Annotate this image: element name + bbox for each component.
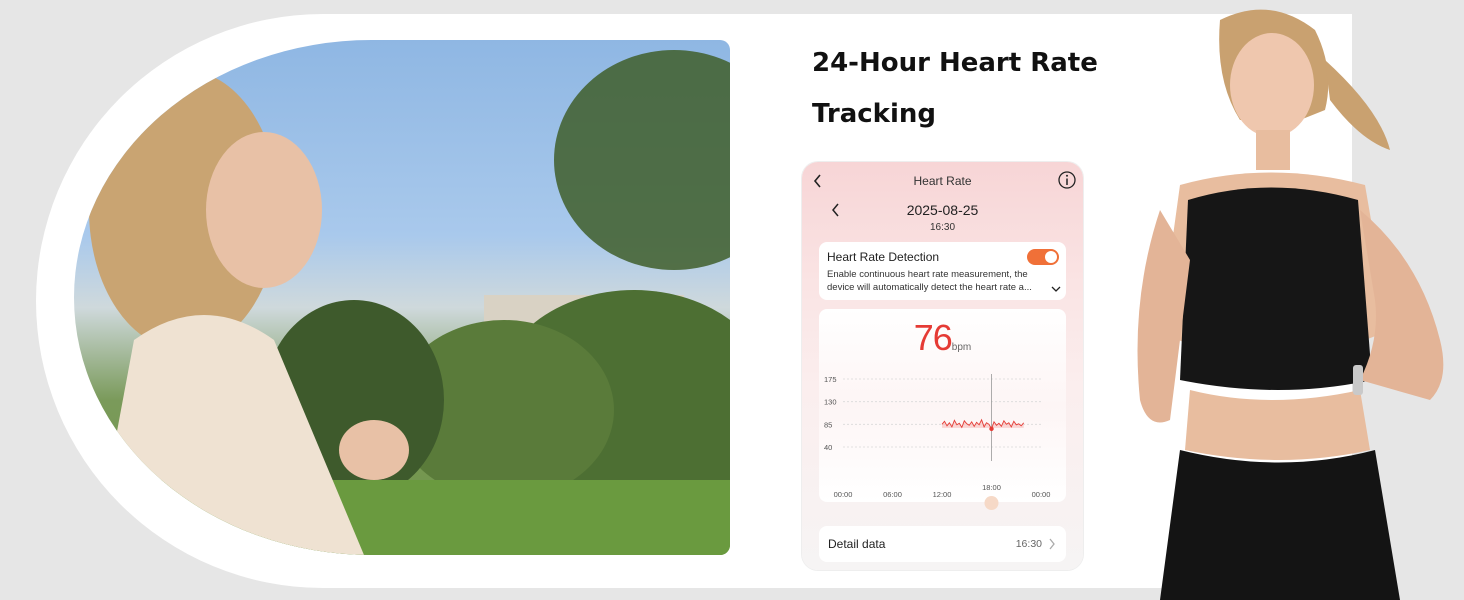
detection-description: Enable continuous heart rate measurement… <box>827 269 1032 293</box>
back-icon[interactable] <box>812 173 824 189</box>
park-scene-illustration <box>74 50 730 555</box>
detail-label: Detail data <box>828 537 886 551</box>
detection-title: Heart Rate Detection <box>827 250 940 264</box>
y-tick-label: 40 <box>824 443 832 452</box>
y-tick-label: 85 <box>824 420 832 429</box>
info-icon[interactable] <box>1058 170 1076 190</box>
x-tick-label: 06:00 <box>883 490 902 499</box>
bpm-value: 76 <box>913 317 953 358</box>
chevron-right-icon <box>1049 538 1055 550</box>
x-tick-label: 12:00 <box>933 490 952 499</box>
running-woman-photo <box>1137 9 1444 600</box>
heart-rate-chart[interactable]: 175 130 85 40 00:00 06:00 12:00 00:00 18:00 <box>819 309 1066 514</box>
bpm-unit: bpm <box>951 342 972 353</box>
cursor-handle <box>984 496 999 510</box>
x-tick-label: 00:00 <box>834 490 853 499</box>
app-title: Heart Rate <box>913 174 972 188</box>
current-reading: 76bpm <box>819 317 1066 359</box>
x-tick-label: 00:00 <box>1032 490 1051 499</box>
time-label: 16:30 <box>929 222 956 233</box>
series-line <box>941 418 1025 431</box>
heart-rate-chart-card: 76bpm 175 130 85 40 00:00 06:00 12:00 00:00 18:0… <box>819 309 1066 510</box>
detail-data-row[interactable]: Detail data 16:30 <box>819 526 1066 562</box>
headline: 24-Hour Heart Rate Tracking <box>812 48 1098 129</box>
y-tick-label: 130 <box>824 398 837 407</box>
heart-rate-detection-card: Heart Rate Detection Enable continuous h… <box>819 242 1066 300</box>
cursor-time-label: 18:00 <box>982 483 1001 492</box>
y-tick-label: 175 <box>824 375 837 384</box>
detail-time: 16:30 <box>1015 538 1042 550</box>
detection-toggle[interactable] <box>1027 249 1059 265</box>
expand-chevron-icon[interactable] <box>1051 285 1061 293</box>
heart-rate-app-screen: Heart Rate 2025-08-25 16:30 Heart Rate D… <box>802 162 1083 570</box>
date-label: 2025-08-25 <box>906 202 979 218</box>
previous-day-icon[interactable] <box>830 202 842 218</box>
jogging-woman-photo <box>74 40 730 555</box>
cursor-point <box>989 426 994 432</box>
